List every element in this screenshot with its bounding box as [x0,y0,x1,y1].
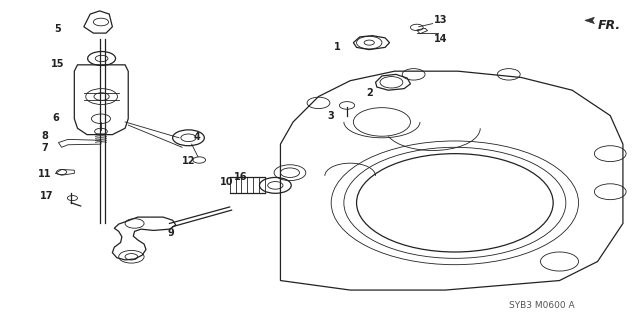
Text: 16: 16 [234,172,248,182]
Text: SYB3 M0600 A: SYB3 M0600 A [509,301,575,310]
Text: 3: 3 [328,111,334,121]
Text: 8: 8 [41,131,48,141]
Text: 7: 7 [41,143,48,153]
Text: 11: 11 [38,169,51,179]
Text: 6: 6 [52,113,59,123]
Text: 9: 9 [168,228,175,238]
Polygon shape [585,17,594,24]
Text: 17: 17 [40,191,54,202]
Text: 12: 12 [182,156,195,166]
Text: 13: 13 [434,15,447,25]
Text: 10: 10 [220,177,233,187]
Text: 1: 1 [334,42,341,52]
Text: 14: 14 [434,35,447,44]
Text: 2: 2 [366,88,373,98]
Text: FR.: FR. [598,19,620,32]
Text: 15: 15 [50,59,64,69]
Text: 5: 5 [54,24,61,34]
Text: 4: 4 [194,132,200,142]
